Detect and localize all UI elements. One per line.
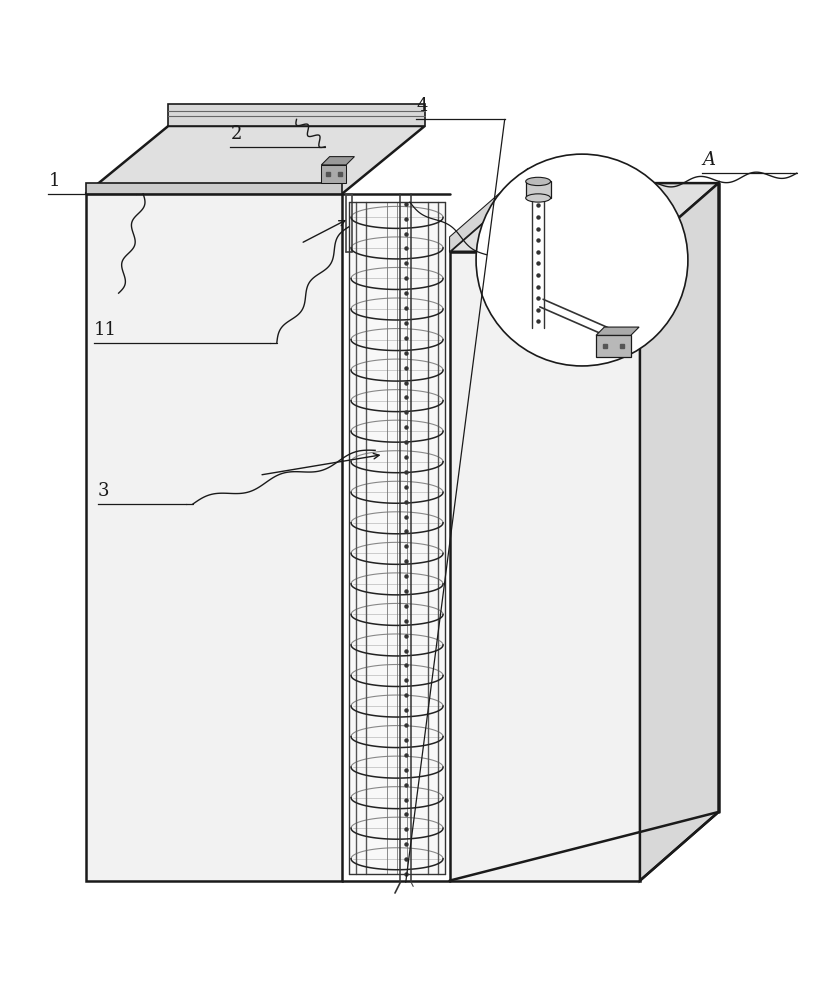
Ellipse shape — [526, 194, 551, 202]
Polygon shape — [596, 335, 631, 357]
Polygon shape — [168, 104, 425, 126]
Polygon shape — [640, 183, 719, 881]
Polygon shape — [450, 252, 640, 881]
Polygon shape — [526, 181, 551, 198]
Ellipse shape — [526, 177, 551, 186]
Polygon shape — [322, 165, 347, 183]
Polygon shape — [86, 194, 342, 881]
Text: 2: 2 — [231, 125, 242, 143]
Circle shape — [476, 154, 688, 366]
Polygon shape — [349, 202, 446, 874]
Text: 4: 4 — [416, 97, 428, 115]
Polygon shape — [450, 168, 528, 252]
Text: A: A — [702, 151, 715, 169]
Text: 11: 11 — [94, 321, 117, 339]
Polygon shape — [450, 183, 719, 252]
Polygon shape — [596, 327, 639, 335]
Polygon shape — [322, 157, 355, 165]
Polygon shape — [86, 183, 342, 194]
Text: 3: 3 — [98, 482, 109, 500]
Polygon shape — [86, 126, 425, 194]
Text: 1: 1 — [48, 172, 60, 190]
